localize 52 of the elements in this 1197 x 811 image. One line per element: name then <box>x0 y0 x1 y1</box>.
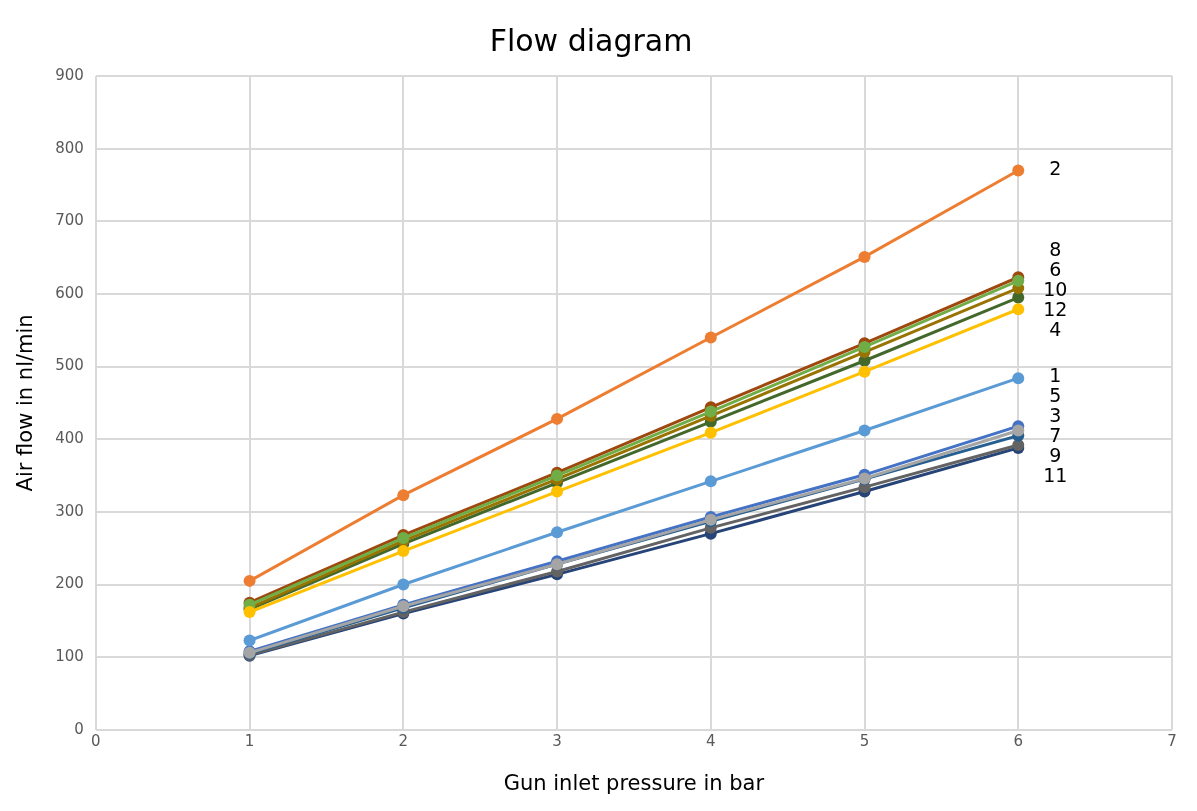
point <box>397 545 410 558</box>
series-label: 8 <box>1049 237 1062 260</box>
point <box>551 412 564 425</box>
y-tick-label: 500 <box>55 356 84 375</box>
y-axis-title: Air flow in nl/min <box>13 314 38 492</box>
point <box>858 424 871 437</box>
point <box>858 250 871 263</box>
y-tick-label: 400 <box>55 429 84 448</box>
series-label: 4 <box>1049 317 1062 340</box>
point <box>551 485 564 498</box>
series-label: 5 <box>1049 384 1062 407</box>
point <box>704 426 717 439</box>
y-tick-label: 300 <box>55 501 84 520</box>
y-tick-label: 200 <box>55 574 84 593</box>
x-axis-title: Gun inlet pressure in bar <box>503 770 765 795</box>
series-label: 12 <box>1043 297 1068 320</box>
x-tick-label: 2 <box>398 731 409 750</box>
y-tick-label: 600 <box>55 283 84 302</box>
point <box>551 526 564 539</box>
y-tick-label: 800 <box>55 138 84 157</box>
series-label: 1 <box>1049 364 1062 387</box>
series-label: 6 <box>1049 257 1062 280</box>
x-tick-label: 7 <box>1167 731 1177 750</box>
point <box>704 475 717 488</box>
x-tick-label: 6 <box>1013 731 1024 750</box>
chart-title: Flow diagram <box>489 22 693 58</box>
point <box>397 578 410 591</box>
point <box>1012 424 1025 437</box>
series-label: 7 <box>1049 424 1062 447</box>
series-label: 11 <box>1043 464 1068 487</box>
x-tick-label: 0 <box>91 731 101 750</box>
point <box>1012 303 1025 316</box>
y-tick-label: 900 <box>55 65 84 84</box>
series-label: 9 <box>1049 444 1062 467</box>
series-label: 2 <box>1049 157 1062 180</box>
x-tick-label: 1 <box>244 731 255 750</box>
point <box>1012 164 1025 177</box>
point <box>243 574 256 587</box>
point <box>1012 372 1025 385</box>
x-tick-label: 5 <box>859 731 870 750</box>
x-tick-label: 3 <box>552 731 562 750</box>
series-label: 10 <box>1043 277 1068 300</box>
point <box>704 405 717 418</box>
y-tick-label: 700 <box>55 211 84 230</box>
x-tick-label: 4 <box>706 731 716 750</box>
y-tick-label: 0 <box>74 719 84 738</box>
point <box>704 331 717 344</box>
y-tick-label: 100 <box>55 647 84 666</box>
point <box>858 365 871 378</box>
series-label: 3 <box>1049 404 1062 427</box>
point <box>397 489 410 502</box>
point <box>243 634 256 647</box>
